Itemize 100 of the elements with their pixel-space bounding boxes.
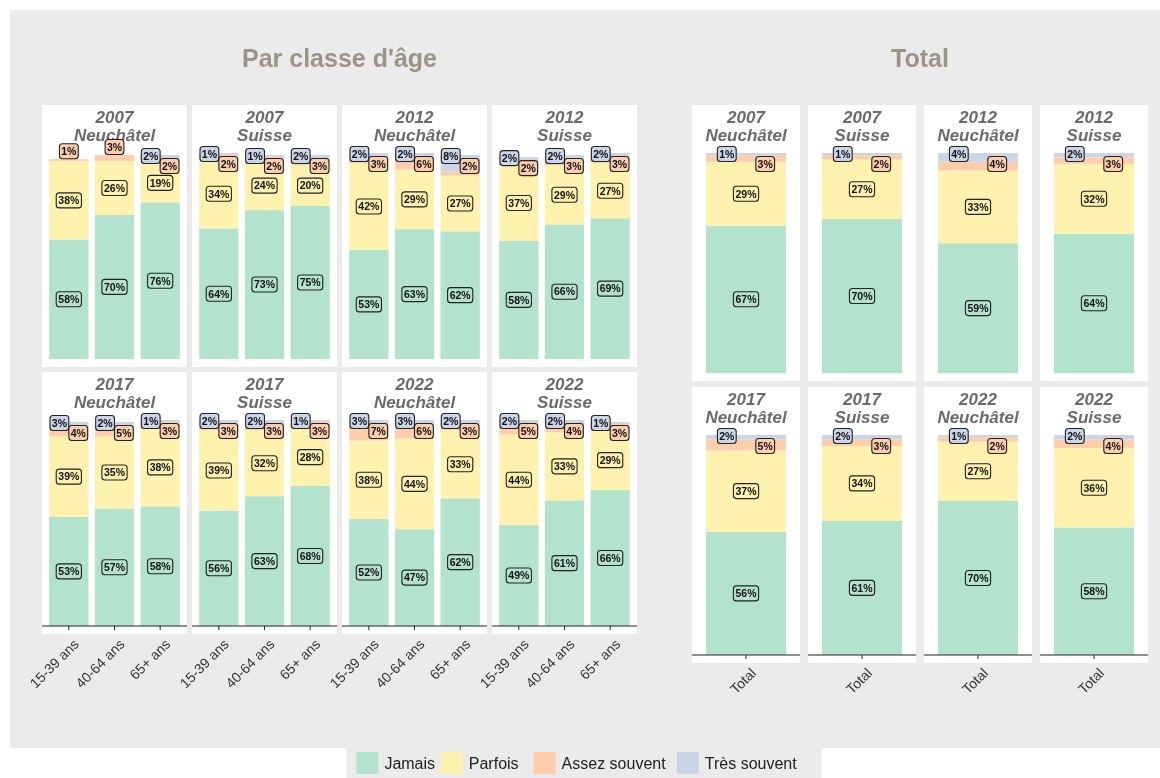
data-label: 24% bbox=[253, 179, 276, 192]
data-label: 3% bbox=[1105, 157, 1122, 170]
data-label: 3% bbox=[312, 159, 328, 172]
chart-title: 2007 Neuchâtel bbox=[705, 108, 788, 145]
data-label: 2% bbox=[443, 414, 459, 427]
data-label: 2% bbox=[989, 439, 1006, 452]
data-label: 64% bbox=[1083, 297, 1106, 310]
data-label: 4% bbox=[951, 147, 968, 160]
data-label: 52% bbox=[358, 566, 380, 579]
data-label: 33% bbox=[967, 200, 990, 213]
data-label: 4% bbox=[1105, 439, 1122, 452]
data-label: 61% bbox=[851, 581, 874, 594]
data-label: 2% bbox=[397, 147, 414, 160]
data-label: 76% bbox=[149, 274, 172, 287]
data-label: 62% bbox=[449, 555, 472, 568]
data-label: 2% bbox=[501, 151, 518, 164]
data-label: 3% bbox=[462, 424, 478, 437]
data-label: 63% bbox=[403, 287, 426, 300]
data-label: 20% bbox=[299, 179, 322, 192]
data-label: 61% bbox=[553, 556, 576, 569]
chart-title: 2017 Neuchâtel bbox=[73, 375, 157, 412]
text: Par classe d'âge bbox=[242, 44, 438, 72]
data-label: 7% bbox=[370, 424, 387, 437]
data-label: 6% bbox=[416, 424, 433, 437]
data-label: 3% bbox=[51, 416, 68, 429]
data-label: 1% bbox=[835, 147, 852, 160]
data-label: 36% bbox=[1083, 481, 1106, 494]
data-label: 29% bbox=[599, 453, 622, 466]
data-label: 4% bbox=[70, 426, 87, 439]
data-label: 53% bbox=[58, 565, 80, 578]
data-label: 1% bbox=[247, 149, 264, 162]
x-tick-label: 65+ ans bbox=[126, 635, 174, 683]
chart-title: 2022 Neuchâtel bbox=[937, 390, 1020, 427]
chart-title: 2022 Suisse bbox=[537, 375, 592, 412]
chart-title: 2012 Suisse bbox=[1066, 108, 1122, 145]
data-label: 5% bbox=[116, 426, 133, 439]
data-label: 53% bbox=[358, 298, 380, 311]
data-label: 3% bbox=[106, 140, 123, 153]
data-label: 2% bbox=[97, 416, 114, 429]
data-label: 33% bbox=[449, 458, 472, 471]
data-label: 42% bbox=[358, 200, 380, 213]
data-label: 56% bbox=[735, 587, 758, 600]
data-label: 8% bbox=[443, 149, 459, 162]
data-label: 29% bbox=[553, 188, 576, 201]
data-label: 2% bbox=[835, 429, 852, 442]
data-label: 3% bbox=[220, 424, 237, 437]
data-label: 19% bbox=[149, 176, 172, 189]
data-label: 4% bbox=[989, 157, 1006, 170]
chart-title: 2022 Suisse bbox=[1066, 390, 1122, 427]
data-label: 29% bbox=[735, 187, 758, 200]
data-label: 2% bbox=[719, 429, 736, 442]
data-label: 32% bbox=[1083, 192, 1106, 205]
data-label: 3% bbox=[162, 424, 178, 437]
data-label: 39% bbox=[58, 470, 80, 483]
data-label: 68% bbox=[299, 549, 322, 562]
chart-title: 2012 Neuchâtel bbox=[373, 108, 457, 145]
text: Total bbox=[891, 44, 949, 72]
data-label: 38% bbox=[149, 461, 172, 474]
legend-label: Assez souvent bbox=[561, 755, 667, 772]
data-label: 28% bbox=[299, 450, 322, 463]
data-label: 2% bbox=[547, 149, 564, 162]
data-label: 32% bbox=[253, 457, 276, 470]
data-label: 33% bbox=[553, 460, 576, 473]
data-label: 1% bbox=[719, 147, 736, 160]
chart-title: 2017 Neuchâtel bbox=[705, 390, 788, 427]
data-label: 47% bbox=[403, 571, 426, 584]
data-label: 2% bbox=[1067, 429, 1084, 442]
data-label: 75% bbox=[299, 276, 322, 289]
data-label: 2% bbox=[1067, 147, 1084, 160]
data-label: 57% bbox=[103, 561, 126, 574]
data-label: 66% bbox=[553, 285, 576, 298]
chart-title: 2012 Neuchâtel bbox=[937, 108, 1020, 145]
data-label: 3% bbox=[312, 424, 328, 437]
data-label: 2% bbox=[501, 414, 518, 427]
data-label: 2% bbox=[873, 157, 890, 170]
data-label: 2% bbox=[351, 147, 368, 160]
data-label: 56% bbox=[208, 562, 230, 575]
data-label: 1% bbox=[293, 414, 309, 427]
data-label: 69% bbox=[599, 282, 622, 295]
chart-title: 2007 Suisse bbox=[237, 108, 292, 145]
data-label: 58% bbox=[58, 293, 80, 306]
data-label: 58% bbox=[1083, 585, 1106, 597]
data-label: 1% bbox=[951, 429, 968, 442]
legend-label: Jamais bbox=[384, 755, 436, 772]
data-label: 39% bbox=[208, 464, 230, 477]
x-tick-label: 65+ ans bbox=[426, 635, 474, 683]
x-tick-label: 65+ ans bbox=[276, 635, 324, 683]
data-label: 27% bbox=[449, 197, 472, 210]
data-label: 73% bbox=[253, 278, 276, 291]
data-label: 44% bbox=[403, 477, 426, 490]
data-label: 27% bbox=[599, 184, 622, 197]
data-label: 67% bbox=[735, 293, 758, 306]
chart-title: 2017 Suisse bbox=[237, 375, 292, 412]
data-label: 63% bbox=[253, 554, 276, 567]
legend-label: Très souvent bbox=[704, 755, 798, 772]
data-label: 58% bbox=[149, 560, 172, 573]
data-label: 34% bbox=[851, 477, 874, 490]
chart-title: 2022 Neuchâtel bbox=[373, 375, 457, 412]
data-label: 3% bbox=[873, 439, 890, 452]
data-label: 62% bbox=[449, 288, 472, 301]
